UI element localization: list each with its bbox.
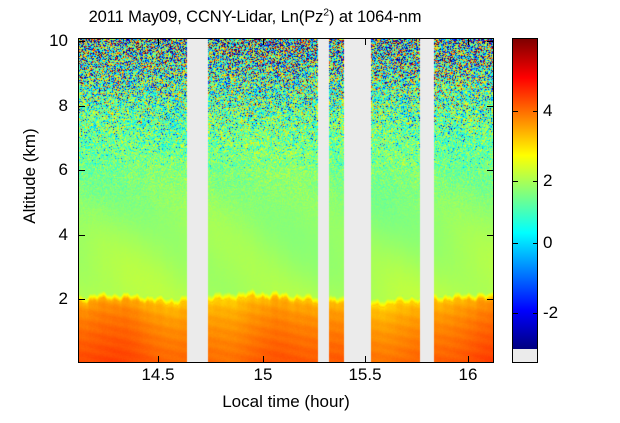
colorbar-tick-mark <box>513 111 518 112</box>
y-tick-mark <box>487 235 494 236</box>
x-axis-label: Local time (hour) <box>222 392 350 411</box>
x-tick-mark <box>468 38 469 45</box>
y-tick-mark <box>78 106 85 107</box>
y-tick-label: 10 <box>49 31 68 50</box>
colorbar-gradient <box>513 39 537 350</box>
x-tick-mark <box>158 38 159 45</box>
colorbar <box>512 38 538 363</box>
colorbar-tick-mark <box>533 243 538 244</box>
chart-title: 2011 May09, CCNY-Lidar, Ln(Pz2) at 1064-… <box>0 6 510 27</box>
x-tick-mark <box>365 38 366 45</box>
colorbar-tick-label: 4 <box>543 101 553 120</box>
y-tick-mark <box>78 299 85 300</box>
y-axis-label: Altitude (km) <box>20 128 39 224</box>
y-tick-mark <box>487 106 494 107</box>
x-tick-mark <box>158 356 159 363</box>
colorbar-tick-mark <box>513 313 518 314</box>
y-tick-mark <box>78 41 85 42</box>
y-tick-mark <box>78 235 85 236</box>
x-tick-label: 16 <box>458 365 478 384</box>
y-tick-label: 8 <box>58 96 68 115</box>
colorbar-tick-label: 2 <box>543 171 553 190</box>
chart-title-prefix: 2011 May09, CCNY-Lidar, Ln(Pz <box>88 8 324 26</box>
chart-title-superscript: 2 <box>323 6 330 19</box>
y-tick-mark <box>78 170 85 171</box>
x-tick-mark <box>365 356 366 363</box>
colorbar-tick-label: 0 <box>543 233 553 252</box>
y-tick-label: 6 <box>58 160 68 179</box>
heatmap-plot-area <box>78 38 494 363</box>
y-tick-label: 4 <box>58 225 68 244</box>
y-tick-mark <box>487 41 494 42</box>
x-tick-label: 15.5 <box>348 365 382 384</box>
chart-title-suffix: ) at 1064-nm <box>329 8 422 26</box>
x-tick-mark <box>263 356 264 363</box>
colorbar-tick-mark <box>513 181 518 182</box>
x-tick-label: 15 <box>253 365 273 384</box>
colorbar-tick-mark <box>513 243 518 244</box>
colorbar-tick-label: -2 <box>543 303 559 322</box>
x-tick-mark <box>263 38 264 45</box>
y-tick-mark <box>487 170 494 171</box>
colorbar-tick-mark <box>533 111 538 112</box>
colorbar-tick-mark <box>533 181 538 182</box>
x-tick-mark <box>468 356 469 363</box>
x-tick-label: 14.5 <box>141 365 175 384</box>
y-tick-label: 2 <box>58 289 68 308</box>
colorbar-nodata-band <box>513 349 537 362</box>
heatmap-canvas <box>79 39 493 362</box>
y-tick-mark <box>487 299 494 300</box>
colorbar-tick-mark <box>533 313 538 314</box>
